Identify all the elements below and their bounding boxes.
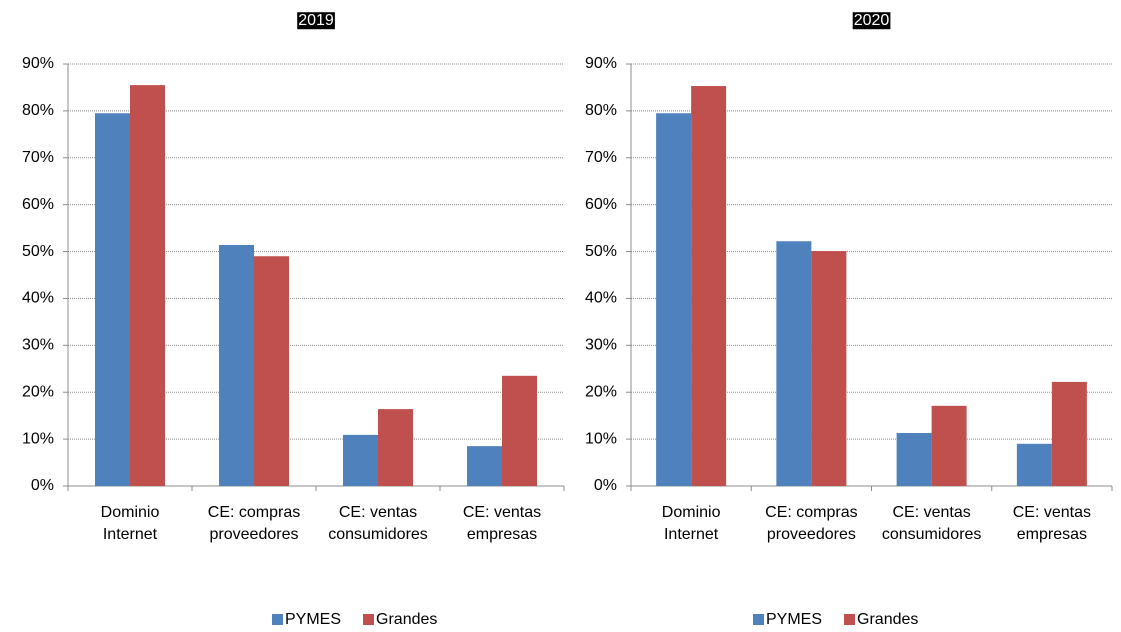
bar	[254, 256, 289, 486]
bar	[467, 446, 502, 486]
title-background	[852, 12, 891, 30]
legend-label: PYMES	[766, 611, 822, 628]
bar	[656, 113, 692, 486]
x-tick-label: CE: ventas empresas	[1013, 504, 1091, 543]
y-tick-label: 0%	[594, 477, 617, 494]
bar	[811, 251, 847, 486]
y-tick-label: 90%	[585, 55, 617, 72]
bar	[378, 409, 413, 486]
bar	[502, 375, 537, 486]
y-tick-label: 0%	[31, 477, 54, 494]
y-tick-label: 40%	[585, 290, 617, 307]
y-tick-label: 30%	[585, 337, 617, 354]
x-tick-label: Dominio Internet	[662, 504, 721, 543]
chart-title: 2020	[854, 12, 890, 29]
y-tick-label: 40%	[22, 290, 54, 307]
y-tick-label: 10%	[22, 430, 54, 447]
bar	[691, 86, 727, 486]
bar	[896, 433, 932, 486]
title-background	[297, 12, 335, 30]
bar	[776, 241, 812, 486]
y-tick-label: 50%	[22, 243, 54, 260]
legend-swatch	[844, 614, 856, 625]
y-tick-label: 70%	[22, 149, 54, 166]
y-tick-label: 60%	[22, 196, 54, 213]
x-tick-label: CE: ventas consumidores	[882, 504, 982, 543]
legend-swatch	[363, 614, 375, 625]
y-tick-label: 70%	[585, 149, 617, 166]
legend-swatch	[753, 614, 764, 625]
legend-swatch	[272, 614, 283, 625]
x-tick-label: Dominio Internet	[101, 504, 160, 543]
y-tick-label: 90%	[22, 55, 54, 72]
y-tick-label: 60%	[585, 196, 617, 213]
y-tick-label: 50%	[585, 243, 617, 260]
legend-label: PYMES	[285, 611, 341, 628]
bar	[1016, 443, 1052, 486]
bar	[343, 434, 378, 486]
y-tick-label: 20%	[585, 383, 617, 400]
y-tick-label: 80%	[22, 102, 54, 119]
bar	[1051, 381, 1087, 486]
bar	[219, 244, 254, 486]
x-tick-label: CE: compras proveedores	[208, 504, 300, 543]
legend-label: Grandes	[376, 611, 437, 628]
x-tick-label: CE: ventas empresas	[463, 504, 541, 543]
legend-label: Grandes	[857, 611, 918, 628]
bar	[95, 113, 130, 486]
x-tick-label: CE: ventas consumidores	[328, 504, 428, 543]
bar	[931, 405, 967, 486]
y-tick-label: 20%	[22, 383, 54, 400]
y-tick-label: 30%	[22, 337, 54, 354]
y-tick-label: 80%	[585, 102, 617, 119]
x-tick-label: CE: compras proveedores	[765, 504, 857, 543]
y-tick-label: 10%	[585, 430, 617, 447]
chart-title: 2019	[298, 12, 334, 29]
bar	[130, 85, 165, 486]
